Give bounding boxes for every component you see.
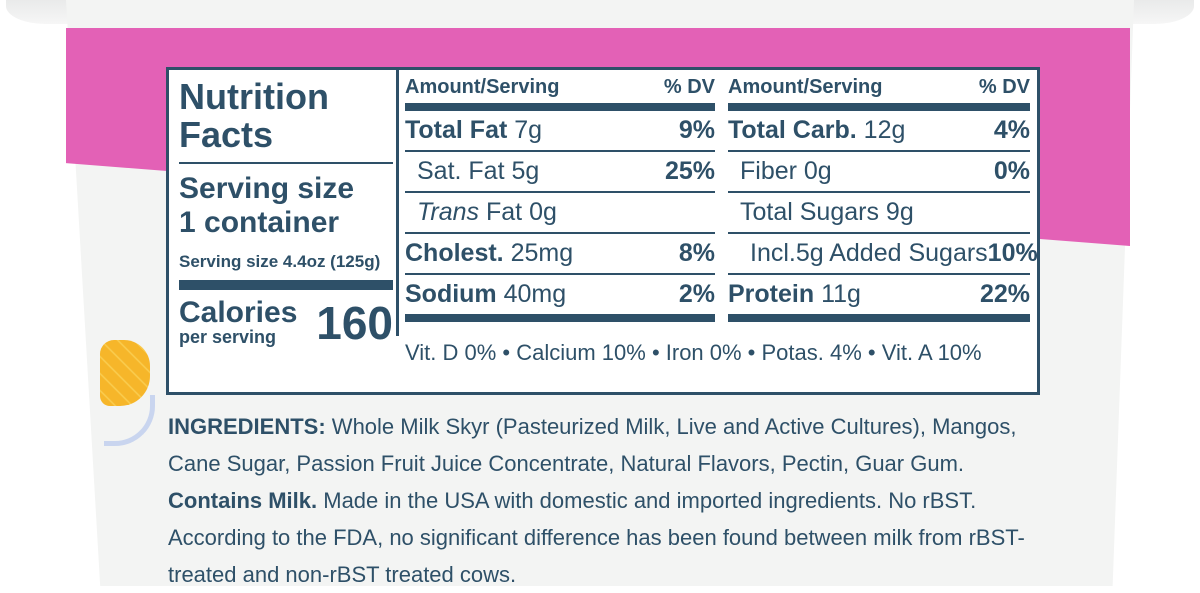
- nutrient-row-total-fat: Total Fat 7g 9%: [405, 111, 715, 152]
- nutrient-column-a: Amount/Serving % DV Total Fat 7g 9% Sat.…: [405, 76, 715, 322]
- nutrient-row-total-carb: Total Carb. 12g 4%: [728, 111, 1030, 152]
- nutrient-row-cholesterol: Cholest. 25mg 8%: [405, 234, 715, 275]
- calories-value: 160: [316, 297, 393, 349]
- serving-size-weight: Serving size 4.4oz (125g): [179, 252, 381, 271]
- nutrient-column-b: Amount/Serving % DV Total Carb. 12g 4% F…: [728, 76, 1038, 322]
- nutrient-row-sodium: Sodium 40mg 2%: [405, 275, 715, 322]
- nutrient-row-added-sugars: Incl.5g Added Sugars 10%: [728, 234, 1038, 275]
- nutrient-row-fiber: Fiber 0g 0%: [728, 152, 1030, 193]
- vertical-divider: [396, 70, 399, 336]
- nutrition-facts-panel: Nutrition Facts Serving size 1 container…: [166, 67, 1040, 395]
- serving-size: Serving size 1 container: [179, 172, 355, 239]
- thick-divider: [179, 280, 393, 290]
- nutrient-row-sat-fat: Sat. Fat 5g 25%: [405, 152, 715, 193]
- vitamins-line: Vit. D 0% • Calcium 10% • Iron 0% • Pota…: [405, 340, 982, 365]
- nutrient-row-total-sugars: Total Sugars 9g: [728, 193, 1030, 234]
- column-header: Amount/Serving % DV: [728, 76, 1030, 111]
- panel-title: Nutrition Facts: [179, 76, 329, 155]
- calories-label: Calories: [179, 295, 298, 329]
- calories-sub: per serving: [179, 326, 277, 347]
- panel-left-column: Nutrition Facts Serving size 1 container…: [179, 78, 393, 350]
- nutrient-row-trans-fat: Trans Fat 0g: [405, 193, 715, 234]
- cropped-side-text: [1068, 270, 1108, 460]
- calories-row: Calories per serving 160: [179, 296, 393, 350]
- nutrient-row-protein: Protein 11g 22%: [728, 275, 1030, 322]
- ingredients-text: INGREDIENTS: Whole Milk Skyr (Pasteurize…: [168, 414, 1025, 587]
- column-header: Amount/Serving % DV: [405, 76, 715, 111]
- divider: [179, 162, 393, 164]
